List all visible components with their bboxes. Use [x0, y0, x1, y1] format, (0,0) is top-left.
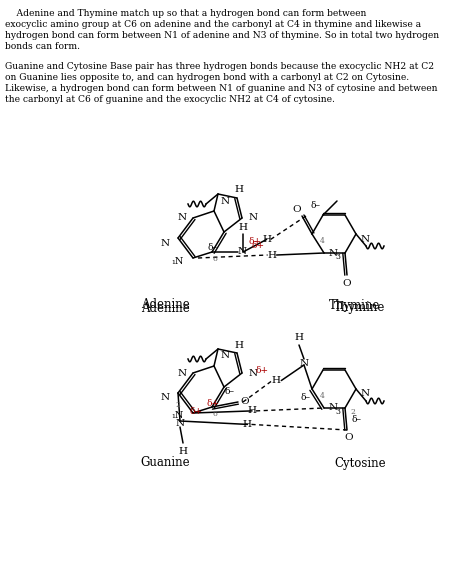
- Text: 3: 3: [336, 408, 340, 416]
- Text: δ–: δ–: [208, 244, 218, 252]
- Text: Adenine and Thymine match up so that a hydrogen bond can form between: Adenine and Thymine match up so that a h…: [5, 9, 366, 18]
- Text: 6: 6: [212, 410, 218, 418]
- Text: H: H: [238, 223, 247, 233]
- Text: N: N: [329, 403, 338, 413]
- Text: 4: 4: [319, 392, 324, 400]
- Text: Cytosine: Cytosine: [334, 456, 386, 469]
- Text: Thymine: Thymine: [329, 298, 381, 311]
- Text: exocyclic amino group at C6 on adenine and the carbonyl at C4 in thymine and lik: exocyclic amino group at C6 on adenine a…: [5, 20, 421, 29]
- Text: N: N: [161, 238, 170, 248]
- Text: N: N: [175, 419, 184, 427]
- Text: Guanine and Cytosine Base pair has three hydrogen bonds because the exocyclic NH: Guanine and Cytosine Base pair has three…: [5, 62, 434, 71]
- Text: 2: 2: [175, 401, 181, 409]
- Text: N: N: [249, 368, 258, 378]
- Text: Adenine: Adenine: [141, 301, 190, 314]
- Text: H: H: [235, 185, 244, 195]
- Text: δ+: δ+: [256, 366, 269, 375]
- Text: H: H: [272, 376, 281, 385]
- Text: H: H: [235, 340, 244, 349]
- Text: Guanine: Guanine: [140, 456, 190, 469]
- Text: ₁N: ₁N: [172, 257, 184, 265]
- Text: 3: 3: [336, 253, 340, 261]
- Text: H: H: [247, 406, 256, 416]
- Text: N: N: [238, 248, 247, 257]
- Text: N: N: [178, 368, 187, 378]
- Text: δ–: δ–: [225, 388, 235, 396]
- Text: N: N: [249, 213, 258, 223]
- Text: the carbonyl at C6 of guanine and the exocyclic NH2 at C4 of cytosine.: the carbonyl at C6 of guanine and the ex…: [5, 95, 335, 104]
- Text: δ+: δ+: [207, 399, 219, 408]
- Text: H: H: [267, 251, 276, 259]
- Text: N: N: [221, 196, 230, 205]
- Text: hydrogen bond can form between N1 of adenine and N3 of thymine. So in total two : hydrogen bond can form between N1 of ade…: [5, 31, 439, 40]
- Text: bonds can form.: bonds can form.: [5, 42, 80, 51]
- Text: δ+: δ+: [190, 406, 202, 416]
- Text: N: N: [221, 352, 230, 360]
- Text: H: H: [243, 420, 252, 429]
- Text: O: O: [345, 434, 353, 442]
- Text: N: N: [300, 359, 309, 367]
- Text: N: N: [361, 234, 370, 244]
- Text: H: H: [179, 447, 188, 455]
- Text: δ+: δ+: [251, 241, 264, 250]
- Text: O: O: [241, 398, 249, 406]
- Text: δ–: δ–: [301, 394, 311, 402]
- Text: N: N: [361, 389, 370, 399]
- Text: 2: 2: [351, 408, 356, 416]
- Text: ₁N: ₁N: [172, 412, 184, 420]
- Text: on Guanine lies opposite to, and can hydrogen bond with a carbonyl at C2 on Cyto: on Guanine lies opposite to, and can hyd…: [5, 73, 409, 82]
- Text: 4: 4: [319, 237, 324, 245]
- Text: Likewise, a hydrogen bond can form between N1 of guanine and N3 of cytosine and : Likewise, a hydrogen bond can form betwe…: [5, 84, 438, 93]
- Text: Thymine: Thymine: [334, 301, 386, 314]
- Text: N: N: [178, 213, 187, 223]
- Text: N: N: [161, 394, 170, 402]
- Text: δ–: δ–: [311, 202, 321, 210]
- Text: 6: 6: [212, 255, 218, 263]
- Text: H: H: [262, 235, 271, 244]
- Text: O: O: [343, 279, 351, 287]
- Text: δ–: δ–: [352, 416, 362, 424]
- Text: δ+: δ+: [248, 237, 262, 247]
- Text: O: O: [292, 205, 301, 213]
- Text: N: N: [329, 248, 338, 258]
- Text: H: H: [294, 332, 303, 342]
- Text: Adenine: Adenine: [141, 298, 190, 311]
